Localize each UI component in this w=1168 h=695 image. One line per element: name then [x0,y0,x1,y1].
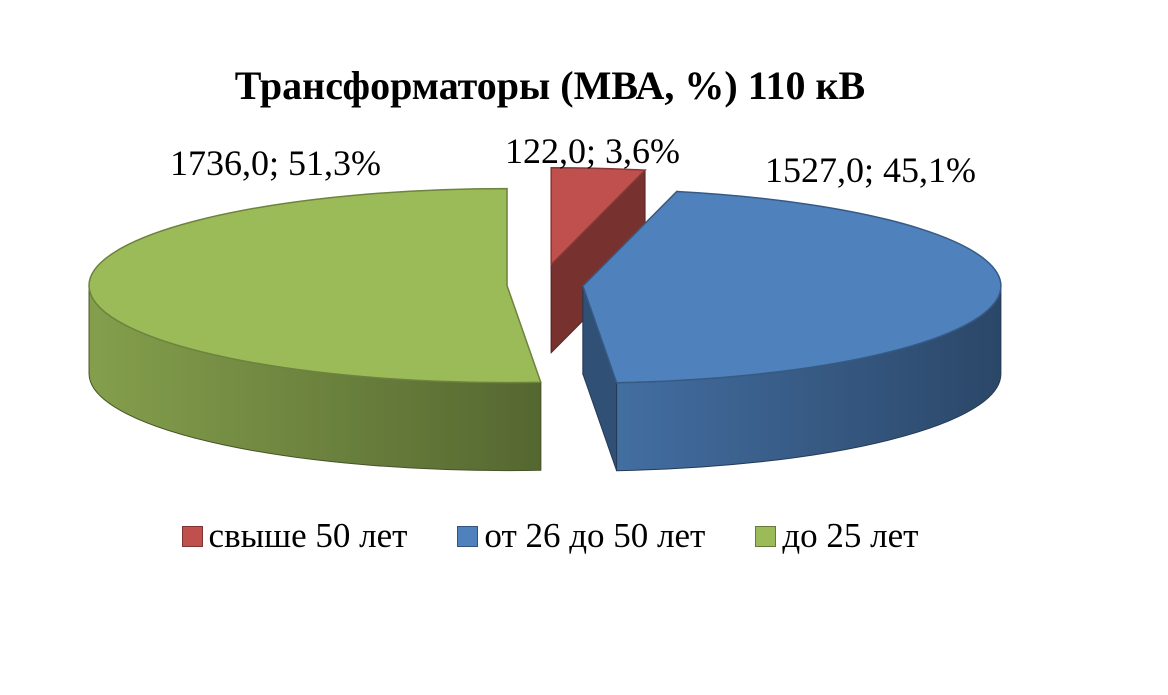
legend-swatch-0 [181,525,203,547]
legend-label-2: до 25 лет [782,516,919,555]
legend-swatch-2 [755,525,777,547]
legend-item-2: до 25 лет [755,512,918,560]
legend-item-0: свыше 50 лет [181,512,408,560]
pie-slice-1 [582,190,1002,384]
chart-title: Трансформаторы (МВА, %) 110 кВ [234,63,866,108]
legend-label-1: от 26 до 50 лет [484,516,706,555]
legend-item-1: от 26 до 50 лет [457,512,705,560]
legend-swatch-1 [457,525,479,547]
pie-slice-0 [550,166,647,267]
legend-label-0: свыше 50 лет [208,516,408,555]
data-label-2: 1736,0; 51,3% [170,143,381,183]
legend: свыше 50 лет от 26 до 50 лет до 25 лет [0,512,1100,560]
pie-slice-2 [88,187,542,384]
data-label-1: 1527,0; 45,1% [765,150,976,190]
data-label-0: 122,0; 3,6% [505,131,680,171]
